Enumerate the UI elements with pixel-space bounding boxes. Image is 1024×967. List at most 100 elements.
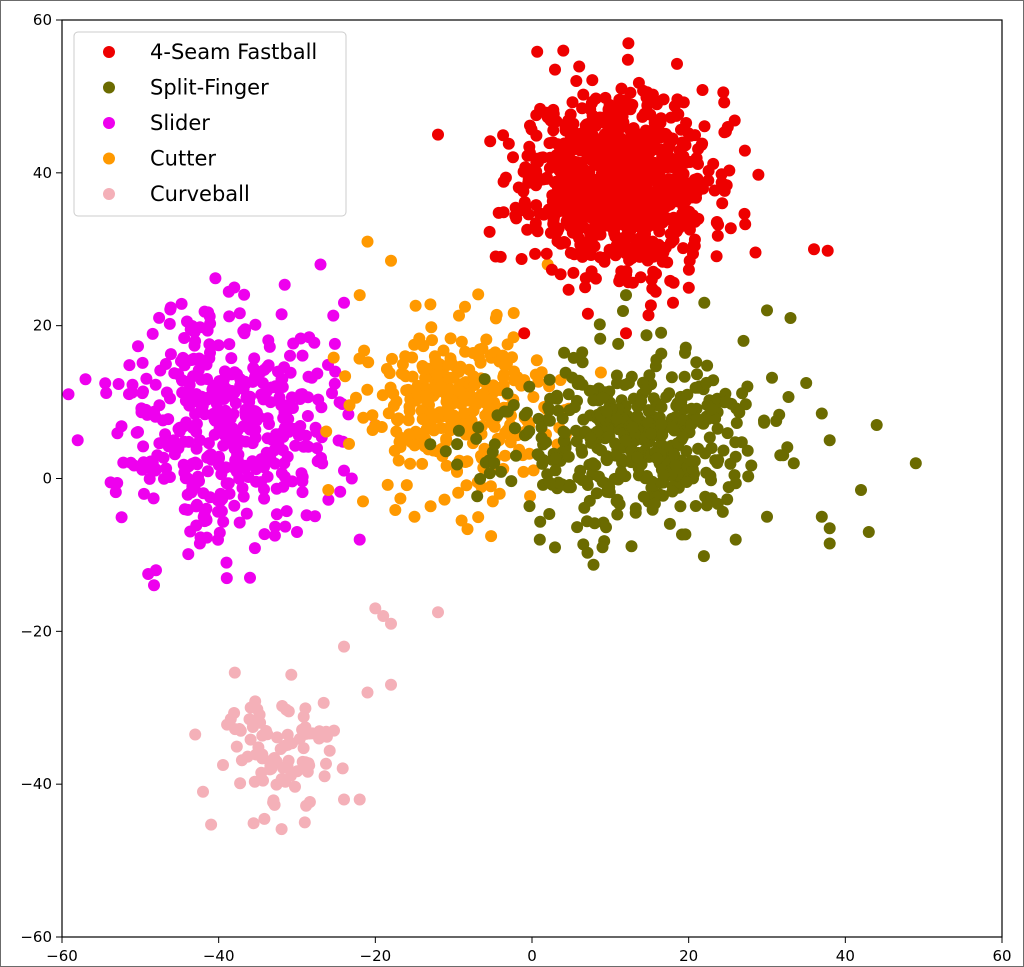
data-point xyxy=(445,371,458,384)
data-point xyxy=(300,509,313,522)
data-point xyxy=(598,255,611,268)
data-point xyxy=(527,464,540,477)
data-point xyxy=(483,225,496,238)
data-point xyxy=(389,504,402,516)
data-point xyxy=(589,181,602,194)
data-point xyxy=(736,387,749,400)
data-point xyxy=(320,757,332,770)
data-point xyxy=(435,380,447,393)
data-point xyxy=(392,412,405,425)
data-point xyxy=(729,436,742,449)
series-cutter xyxy=(320,235,607,543)
data-point xyxy=(234,777,247,790)
data-point xyxy=(679,346,691,359)
data-point xyxy=(385,617,397,630)
data-point xyxy=(361,235,374,248)
data-point xyxy=(508,365,520,378)
data-point xyxy=(650,95,663,108)
data-point xyxy=(518,409,531,422)
data-point xyxy=(296,486,309,499)
data-point xyxy=(150,564,162,577)
data-point xyxy=(543,162,556,175)
data-point xyxy=(730,417,743,429)
legend-label: Split-Finger xyxy=(150,76,269,100)
data-point xyxy=(587,558,600,571)
data-point xyxy=(115,420,128,433)
data-point xyxy=(440,459,453,472)
data-point xyxy=(721,121,734,133)
data-point xyxy=(570,134,583,147)
data-point xyxy=(530,354,543,367)
data-point xyxy=(680,445,693,457)
data-point xyxy=(655,401,668,414)
data-point xyxy=(625,540,638,553)
data-point xyxy=(544,226,557,239)
data-point xyxy=(648,497,661,510)
data-point xyxy=(629,502,642,515)
data-point xyxy=(213,390,226,403)
data-point xyxy=(584,431,597,444)
data-point xyxy=(787,457,800,470)
data-point xyxy=(618,201,631,214)
data-point xyxy=(115,511,128,524)
data-point xyxy=(433,358,446,371)
data-point xyxy=(461,523,474,536)
data-point xyxy=(702,174,715,187)
data-point xyxy=(300,429,312,442)
data-point xyxy=(209,414,222,427)
data-point xyxy=(294,420,307,432)
data-point xyxy=(721,493,734,506)
data-point xyxy=(507,399,520,411)
data-point xyxy=(644,299,657,312)
data-point xyxy=(148,579,160,592)
data-point xyxy=(758,414,770,427)
legend: 4-Seam Fastball Split-Finger Slider Cutter C… xyxy=(73,31,347,217)
data-point xyxy=(452,486,465,499)
data-point xyxy=(653,188,666,201)
data-point xyxy=(338,296,350,309)
data-point xyxy=(575,157,588,169)
data-point xyxy=(353,289,366,302)
data-point xyxy=(738,144,751,157)
data-point xyxy=(611,508,624,521)
legend-item: Slider xyxy=(103,111,210,135)
data-point xyxy=(568,401,581,414)
data-point xyxy=(338,640,350,653)
data-point xyxy=(679,528,692,541)
x-tick-label: −60 xyxy=(46,947,78,965)
data-point xyxy=(277,480,290,493)
data-point xyxy=(272,365,284,378)
data-point xyxy=(247,361,260,374)
data-point xyxy=(675,395,688,408)
data-point xyxy=(123,359,136,372)
data-point xyxy=(677,242,690,255)
data-point xyxy=(420,362,433,375)
data-point xyxy=(258,812,271,825)
data-point xyxy=(488,384,501,397)
data-point xyxy=(184,525,197,538)
data-point xyxy=(329,365,342,378)
data-point xyxy=(147,492,160,505)
data-point xyxy=(228,386,241,399)
data-point xyxy=(596,391,609,404)
data-point xyxy=(218,380,231,393)
data-point xyxy=(247,817,260,830)
data-point xyxy=(637,490,650,503)
data-point xyxy=(225,352,238,365)
data-point xyxy=(562,159,575,172)
data-point xyxy=(562,114,575,127)
data-point xyxy=(566,226,579,239)
data-point xyxy=(276,700,289,712)
data-point xyxy=(357,411,370,424)
data-point xyxy=(256,377,269,389)
data-point xyxy=(702,164,715,177)
data-point xyxy=(315,451,327,464)
data-point xyxy=(645,427,657,440)
data-point xyxy=(745,459,758,472)
data-point xyxy=(277,761,289,774)
data-point xyxy=(688,173,701,186)
data-point xyxy=(345,472,358,485)
data-point xyxy=(483,467,496,480)
data-point xyxy=(579,272,592,285)
data-point xyxy=(322,493,335,506)
